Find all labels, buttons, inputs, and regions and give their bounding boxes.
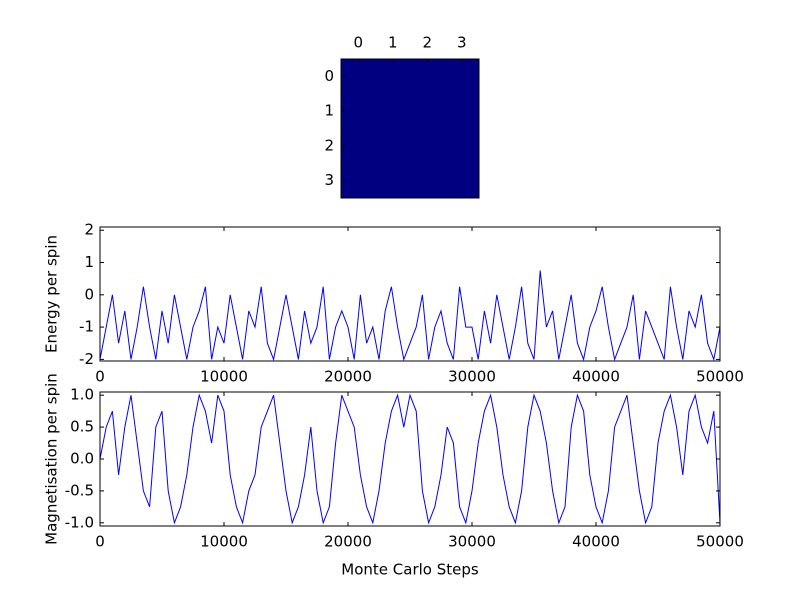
x-tick-label: 50000: [696, 368, 744, 386]
x-axis-label: Monte Carlo Steps: [341, 561, 479, 579]
heatmap-cell: [341, 59, 376, 95]
heatmap-cell: [410, 128, 445, 164]
x-tick-label: 10000: [200, 368, 248, 386]
y-tick-label: 1.0: [70, 386, 94, 404]
y-tick-label: 1: [324, 102, 334, 120]
y-tick-label: 0: [84, 285, 94, 303]
heatmap-cell: [341, 93, 376, 129]
x-tick-label: 10000: [200, 533, 248, 551]
x-tick-label: 20000: [324, 368, 372, 386]
y-tick-label: 2: [324, 136, 334, 154]
heatmap-cell: [375, 163, 411, 199]
y-axis-label: Magnetisation per spin: [43, 373, 61, 545]
x-tick-label: 30000: [448, 533, 496, 551]
y-tick-label: 0.0: [70, 450, 94, 468]
heatmap-cell: [444, 163, 480, 199]
y-tick-label: 0: [324, 67, 334, 85]
x-tick-label: 1: [388, 34, 398, 52]
heatmap-cell: [444, 93, 480, 129]
y-tick-label: -2: [79, 350, 94, 368]
heatmap-cell: [375, 93, 411, 129]
heatmap-cell: [410, 163, 445, 199]
data-line: [99, 270, 721, 362]
x-tick-label: 50000: [696, 533, 744, 551]
y-tick-label: -1: [79, 318, 94, 336]
y-tick-label: 1: [84, 253, 94, 271]
heatmap-cell: [375, 128, 411, 164]
x-tick-label: 3: [457, 34, 467, 52]
x-tick-label: 0: [353, 34, 363, 52]
x-tick-label: 30000: [448, 368, 496, 386]
x-tick-label: 0: [95, 368, 105, 386]
y-tick-label: 2: [84, 221, 94, 239]
heatmap-cell: [410, 93, 445, 129]
axes-frame: [99, 391, 721, 527]
heatmap-cell: [341, 163, 376, 199]
data-line: [99, 393, 721, 525]
y-tick-label: -0.5: [65, 481, 94, 499]
x-tick-label: 0: [95, 533, 105, 551]
heatmap-cell: [341, 128, 376, 164]
heatmap-cell: [410, 59, 445, 95]
y-tick-label: -1.0: [65, 513, 94, 531]
x-tick-label: 2: [422, 34, 432, 52]
y-tick-label: 0.5: [70, 418, 94, 436]
heatmap-cell: [444, 59, 480, 95]
axes-frame: [340, 58, 480, 199]
y-axis-label: Energy per spin: [43, 235, 61, 353]
heatmap-cell: [375, 59, 411, 95]
x-tick-label: 40000: [572, 368, 620, 386]
axes-frame: [99, 226, 721, 362]
x-tick-label: 20000: [324, 533, 372, 551]
y-tick-label: 3: [324, 171, 334, 189]
x-tick-label: 40000: [572, 533, 620, 551]
heatmap-cell: [444, 128, 480, 164]
